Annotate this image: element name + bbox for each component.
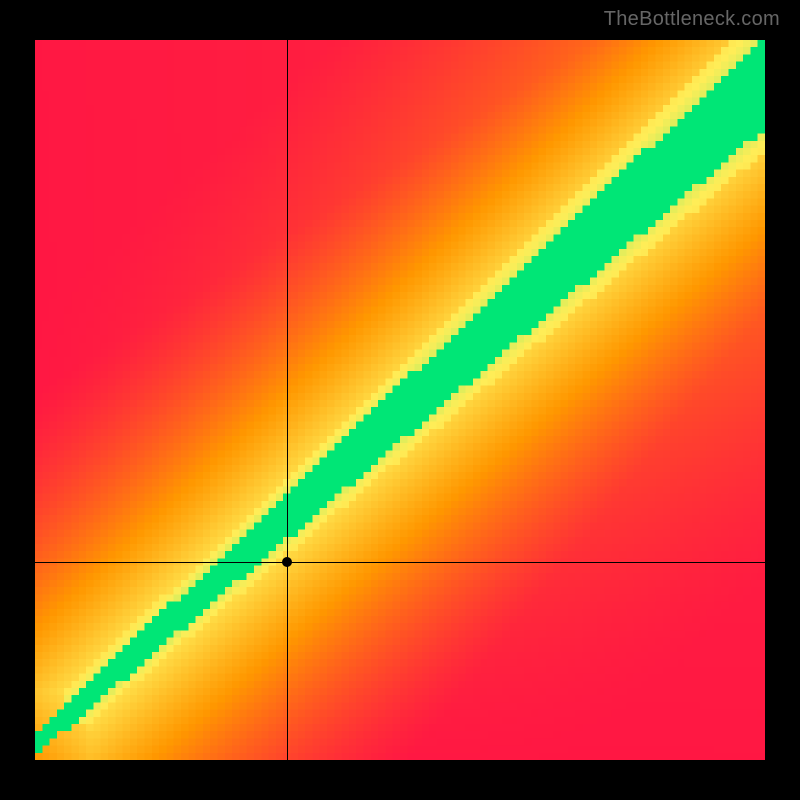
heatmap-canvas bbox=[35, 40, 765, 760]
marker-dot bbox=[282, 557, 292, 567]
watermark-text: TheBottleneck.com bbox=[604, 8, 780, 31]
crosshair-vertical bbox=[287, 40, 288, 760]
plot-area bbox=[35, 40, 765, 760]
crosshair-horizontal bbox=[35, 562, 765, 563]
